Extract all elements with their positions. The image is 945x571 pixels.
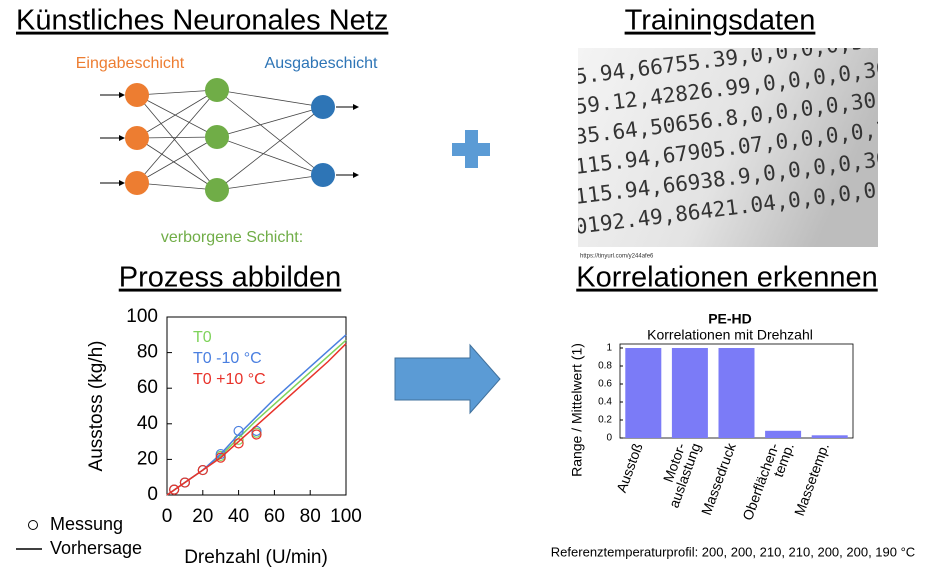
marker-legend: Vorhersage (50, 538, 142, 558)
measurement (251, 429, 262, 440)
y-axis-label: Ausstoss (kg/h) (86, 341, 107, 472)
process-title: Prozess abbilden (119, 262, 341, 294)
edge (136, 136, 218, 184)
y-tick-label: 0.8 (598, 361, 612, 372)
legend-entry: T0 +10 °C (193, 371, 266, 388)
x-tick-label: 60 (264, 506, 285, 527)
y-axis-label: Range / Mittelwert (1) (569, 343, 585, 477)
y-tick-label: 0 (147, 484, 158, 505)
edge (136, 136, 218, 139)
legend-entry: T0 -10 °C (193, 350, 262, 367)
measurement (179, 477, 190, 488)
y-tick-label: 80 (137, 342, 158, 363)
edge (216, 89, 324, 108)
chart-subtitle: Korrelationen mit Drehzahl (647, 327, 813, 343)
y-tick-label: 40 (137, 413, 158, 434)
y-tick-label: 100 (126, 306, 158, 327)
plot-frame (166, 316, 347, 496)
edge (136, 94, 218, 191)
input-node (125, 83, 149, 107)
plus-sign (452, 130, 490, 168)
x-axis-label: Drehzahl (U/min) (184, 547, 328, 568)
network-title: Künstliches Neuronales Netz (16, 5, 388, 37)
edge (216, 106, 324, 138)
measurement (169, 484, 180, 495)
edge (216, 136, 324, 176)
y-tick-label: 0.4 (598, 397, 612, 408)
edge (136, 89, 218, 139)
x-tick-label: 80 (300, 506, 321, 527)
photo-source: https://tinyurl.com/y244afe6 (580, 254, 654, 260)
hidden-node (205, 78, 229, 102)
x-tick-label: 40 (228, 506, 249, 527)
legend-marker (28, 520, 38, 530)
legend-entry: T0 (193, 329, 212, 346)
x-tick-label: 20 (192, 506, 213, 527)
measurement (233, 438, 244, 449)
input-node (125, 171, 149, 195)
bar (811, 435, 848, 438)
chart-title: PE-HD (708, 311, 752, 327)
input-node (125, 126, 149, 150)
training-title: Trainingsdaten (625, 5, 816, 37)
correlation-title: Korrelationen erkennen (576, 262, 877, 294)
output-label: Ausgabeschicht (265, 55, 379, 72)
x-tick-label: Massedruck (698, 440, 739, 517)
hidden-label: verborgene Schicht: (161, 229, 303, 246)
x-tick-label: 0 (162, 506, 173, 527)
bar (671, 348, 708, 438)
edge (216, 89, 324, 176)
edge (216, 174, 324, 191)
y-tick-label: 60 (137, 377, 158, 398)
input-label: Eingabeschicht (76, 55, 185, 72)
edge (136, 182, 218, 191)
hidden-node (205, 125, 229, 149)
measurement (215, 452, 226, 463)
x-tick-label: Ausstoß (613, 441, 646, 495)
training-photo: 5.94,66755.39,0,0,0,0,3059.12,42826.99,0… (578, 48, 878, 247)
edge (136, 89, 218, 96)
x-tick-label: 100 (330, 506, 362, 527)
y-tick-label: 0.6 (598, 379, 612, 390)
x-tick-label: Massetemp. (791, 441, 832, 518)
prediction-line (166, 343, 347, 496)
arrow (394, 343, 501, 415)
output-node (311, 95, 335, 119)
footnote: Referenztemperaturprofil: 200, 200, 210,… (551, 544, 915, 559)
y-tick-label: 1 (606, 343, 612, 354)
bar (625, 348, 662, 438)
edge (136, 94, 218, 138)
bar (765, 430, 802, 438)
network-diagram (100, 78, 359, 202)
y-tick-label: 20 (137, 448, 158, 469)
x-tick-label: Oberflächen- (739, 441, 782, 523)
measurement (197, 464, 208, 476)
bar (718, 348, 755, 438)
edge (136, 89, 218, 184)
hidden-node (205, 178, 229, 202)
y-tick-label: 0 (606, 433, 612, 444)
y-tick-label: 0.2 (598, 415, 612, 426)
edge (216, 106, 324, 191)
marker-legend: Messung (50, 514, 123, 534)
edge (136, 137, 218, 191)
output-node (311, 163, 335, 187)
measurement (233, 425, 244, 437)
